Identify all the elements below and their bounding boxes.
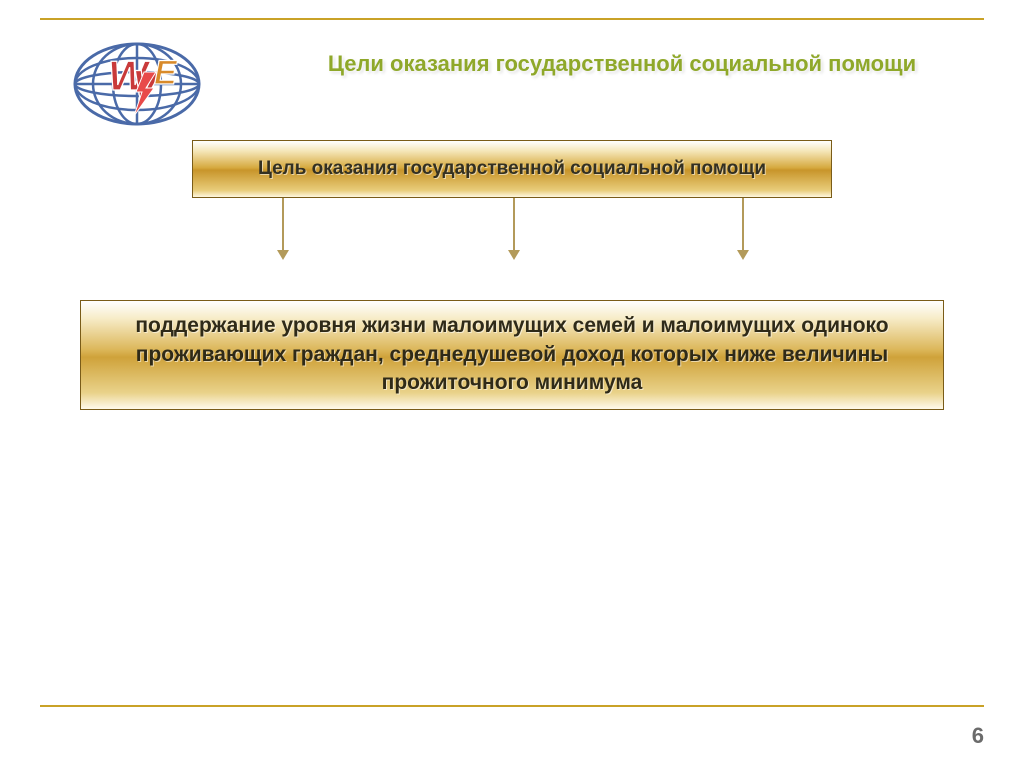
arrow-down-icon xyxy=(282,198,284,252)
slide-title: Цели оказания государственной социальной… xyxy=(280,50,964,79)
diagram-box-top: Цель оказания государственной социальной… xyxy=(192,140,832,198)
diagram-box-bottom: поддержание уровня жизни малоимущих семе… xyxy=(80,300,944,410)
arrow-down-icon xyxy=(513,198,515,252)
arrow-down-icon xyxy=(742,198,744,252)
globe-logo: W V E xyxy=(62,32,212,132)
page-number: 6 xyxy=(972,723,984,749)
svg-text:E: E xyxy=(154,54,178,92)
